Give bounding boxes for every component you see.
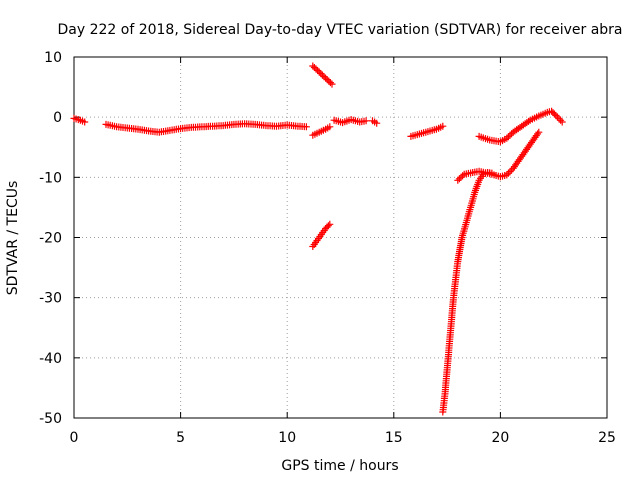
data-point (525, 117, 532, 125)
data-point (310, 64, 318, 71)
data-point (326, 220, 334, 228)
data-point (317, 70, 325, 77)
data-segment (369, 117, 381, 127)
x-tick-label: 10 (278, 430, 296, 446)
y-tick-label: 0 (53, 110, 62, 126)
data-point (550, 110, 558, 118)
data-point (318, 71, 326, 79)
y-axis-label: SDTVAR / TECUs (5, 181, 21, 296)
data-point (459, 172, 467, 180)
x-tick-label: 25 (598, 430, 616, 446)
data-point (504, 169, 512, 177)
data-segment (454, 128, 543, 184)
data-point (454, 176, 462, 184)
data-point (506, 131, 514, 139)
y-tick-label: -20 (39, 231, 62, 247)
data-marks (70, 62, 566, 416)
data-point (322, 74, 330, 82)
data-segment (309, 62, 336, 88)
data-point (373, 119, 381, 127)
plot-frame (73, 56, 608, 419)
data-point (552, 111, 560, 119)
data-point (312, 65, 320, 73)
data-point (504, 133, 512, 141)
data-point (324, 222, 332, 230)
y-tick-label: -10 (39, 170, 62, 186)
data-point (455, 175, 463, 183)
data-point (320, 73, 328, 81)
data-segment (309, 123, 334, 139)
x-tick-label: 20 (491, 430, 509, 446)
data-point (534, 130, 542, 138)
data-segment (309, 220, 334, 250)
data-point (314, 67, 322, 74)
data-point (309, 62, 317, 70)
data-point (557, 116, 565, 124)
grid-lines (74, 57, 607, 418)
data-point (457, 173, 465, 181)
data-point (81, 118, 89, 126)
data-point (328, 80, 336, 88)
data-point (503, 134, 511, 142)
data-point (302, 123, 310, 131)
y-tick-label: 10 (44, 50, 62, 66)
data-segment (330, 116, 370, 127)
y-tick-labels: -50 -40 -30 -20 -10 0 10 (39, 50, 62, 427)
data-segment (475, 107, 566, 146)
data-point (535, 128, 543, 136)
data-point (325, 77, 333, 85)
data-segment (70, 114, 89, 126)
data-segment (439, 169, 496, 416)
x-tick-label: 0 (70, 430, 79, 446)
data-point (503, 171, 511, 179)
y-tick-label: -40 (39, 351, 62, 367)
y-tick-label: -50 (39, 411, 62, 427)
data-point (553, 113, 561, 121)
data-point (326, 123, 334, 131)
data-point (362, 117, 370, 125)
data-point (506, 168, 514, 176)
x-axis-label: GPS time / hours (281, 458, 398, 474)
data-point (555, 115, 563, 123)
chart-title: Day 222 of 2018, Sidereal Day-to-day VTE… (57, 22, 622, 38)
x-tick-label: 15 (385, 430, 403, 446)
y-tick-label: -30 (39, 291, 62, 307)
data-point (558, 118, 566, 126)
data-point (323, 76, 331, 84)
data-point (439, 122, 447, 130)
axis-ticks (73, 56, 608, 419)
data-point (326, 79, 334, 87)
data-point (315, 68, 323, 76)
x-tick-label: 5 (176, 430, 185, 446)
data-segment (102, 120, 310, 136)
data-segment (407, 122, 447, 140)
x-tick-labels: 0 5 10 15 20 25 (70, 430, 616, 446)
